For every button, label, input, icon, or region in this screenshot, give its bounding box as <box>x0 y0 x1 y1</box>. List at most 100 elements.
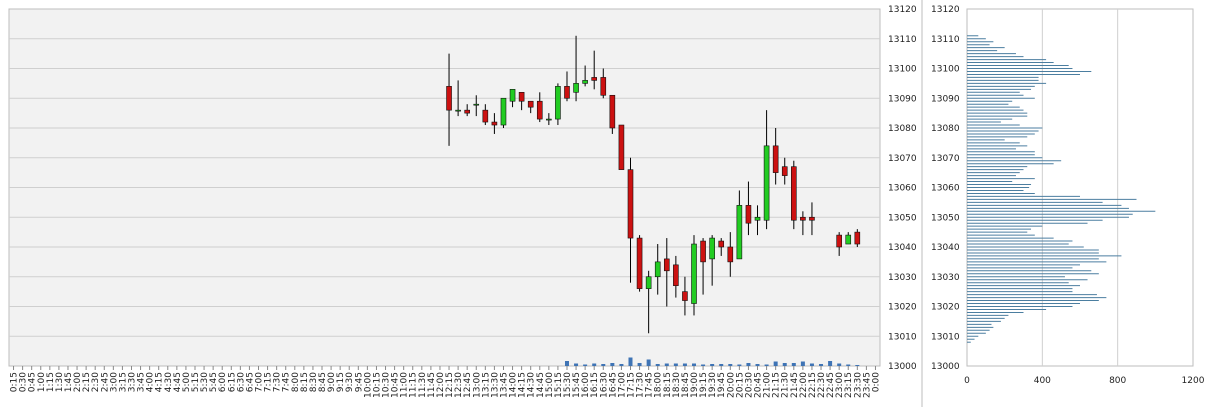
x-tick-label: 10:30 <box>382 372 392 398</box>
candle-body <box>709 237 715 260</box>
x-tick-label: 5:15 <box>191 372 201 392</box>
x-tick-label: 9:45 <box>354 372 364 392</box>
y-tick-label: 13040 <box>888 243 917 253</box>
volume-bar <box>737 364 742 366</box>
profile-y-tick-label: 13110 <box>931 35 960 45</box>
x-tick-label: 5:30 <box>200 372 210 392</box>
y-tick-label: 13010 <box>888 332 917 342</box>
x-tick-label: 10:45 <box>391 372 401 398</box>
candle-body <box>446 86 452 111</box>
x-tick-label: 7:30 <box>273 372 283 392</box>
profile-y-tick-label: 13080 <box>931 124 960 134</box>
x-tick-label: 6:45 <box>245 372 255 392</box>
volume-bar <box>846 364 851 366</box>
volume-bar <box>610 363 615 366</box>
volume-bar <box>692 363 697 366</box>
x-tick-label: 0:30 <box>19 372 29 392</box>
profile-y-tick-label: 13100 <box>931 65 960 75</box>
volume-bar <box>619 364 624 366</box>
profile-x-tick-label: 400 <box>1034 376 1051 386</box>
volume-bar <box>637 363 642 366</box>
x-tick-label: 21:45 <box>790 372 800 398</box>
candle-body <box>763 145 770 221</box>
x-tick-label: 12:15 <box>445 372 455 398</box>
candle-body <box>791 166 797 221</box>
x-tick-label: 17:45 <box>645 372 655 398</box>
x-tick-label: 15:30 <box>563 372 573 398</box>
profile-x-tick-label: 1200 <box>1182 376 1205 386</box>
profile-y-tick-label: 13000 <box>931 362 960 372</box>
candle-body <box>455 109 461 112</box>
x-tick-label: 18:45 <box>681 372 691 398</box>
candle-body <box>555 86 561 120</box>
candle-body <box>745 205 752 224</box>
candle-body <box>754 216 761 221</box>
volume-bar <box>791 363 796 366</box>
candle-body <box>600 77 607 96</box>
candle-body <box>518 92 525 102</box>
x-tick-label: 16:00 <box>581 372 591 398</box>
candle-body <box>836 234 842 248</box>
y-tick-label: 13100 <box>888 65 917 75</box>
x-tick-label: 22:45 <box>826 372 836 398</box>
volume-bar <box>673 363 678 366</box>
x-tick-label: 4:00 <box>146 372 156 392</box>
x-tick-label: 20:00 <box>726 372 736 398</box>
candle-body <box>727 246 734 263</box>
volume-bar <box>583 364 588 366</box>
x-tick-label: 21:30 <box>781 372 791 398</box>
x-tick-label: 9:30 <box>345 372 355 392</box>
volume-bar <box>773 361 778 366</box>
x-tick-label: 4:15 <box>155 372 165 392</box>
candle-body <box>700 240 706 263</box>
volume-bar <box>782 363 787 366</box>
x-tick-label: 20:15 <box>735 372 745 398</box>
x-tick-label: 13:00 <box>472 372 482 398</box>
volume-bar <box>655 364 660 366</box>
candle-body <box>564 86 570 99</box>
x-tick-label: 15:45 <box>572 372 582 398</box>
volume-bar <box>819 364 824 366</box>
x-tick-label: 3:30 <box>127 372 137 392</box>
volume-bar <box>628 357 633 366</box>
x-tick-label: 13:45 <box>499 372 509 398</box>
y-tick-label: 13020 <box>888 303 917 313</box>
volume-bar <box>764 364 769 366</box>
x-tick-label: 6:30 <box>236 372 246 392</box>
x-tick-label: 3:00 <box>109 372 119 392</box>
x-tick-label: 20:30 <box>744 372 754 398</box>
x-tick-label: 17:15 <box>626 372 636 398</box>
x-tick-label: 19:15 <box>699 372 709 398</box>
x-tick-label: 2:30 <box>91 372 101 392</box>
x-tick-label: 12:00 <box>436 372 446 398</box>
profile-y-tick-label: 13040 <box>931 243 960 253</box>
candle-body <box>772 145 779 173</box>
x-tick-label: 22:30 <box>817 372 827 398</box>
volume-bar <box>837 363 842 366</box>
volume-bar <box>564 361 569 366</box>
volume-bar <box>701 364 706 366</box>
x-tick-label: 19:30 <box>708 372 718 398</box>
profile-y-tick-label: 13010 <box>931 332 960 342</box>
candle-body <box>781 166 788 176</box>
x-tick-label: 15:00 <box>545 372 555 398</box>
x-tick-label: 2:45 <box>100 372 110 392</box>
x-tick-label: 11:45 <box>427 372 437 398</box>
candle-body <box>673 264 679 286</box>
x-tick-label: 13:15 <box>481 372 491 398</box>
candle-body <box>546 118 552 121</box>
profile-y-tick-label: 13070 <box>931 154 960 164</box>
y-tick-label: 13050 <box>888 213 917 223</box>
profile-y-tick-label: 13020 <box>931 303 960 313</box>
volume-bar <box>710 364 715 366</box>
x-tick-label: 19:45 <box>717 372 727 398</box>
x-tick-label: 1:15 <box>46 372 56 392</box>
candle-body <box>573 83 579 93</box>
candle-body <box>800 216 806 221</box>
candle-body <box>473 103 480 106</box>
candle-body <box>654 261 661 278</box>
x-tick-label: 23:30 <box>853 372 863 398</box>
x-tick-label: 11:00 <box>400 372 410 398</box>
x-tick-label: 7:15 <box>264 372 274 392</box>
